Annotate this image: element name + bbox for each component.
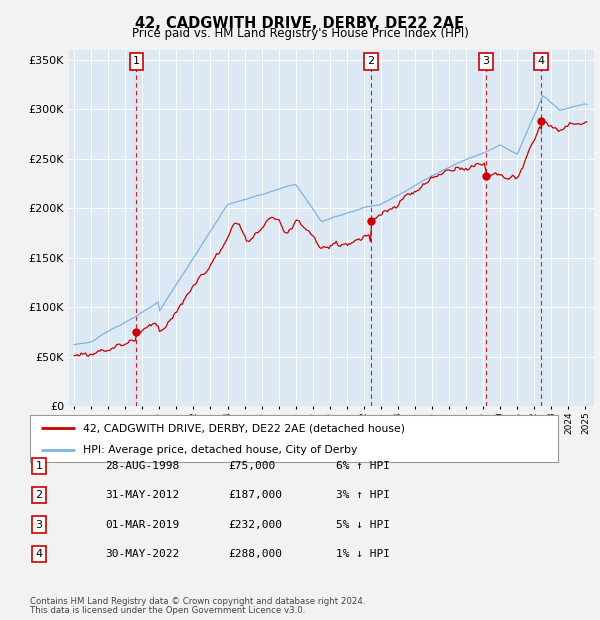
Text: 2: 2 (367, 56, 374, 66)
Text: £232,000: £232,000 (228, 520, 282, 529)
Text: 3: 3 (482, 56, 490, 66)
Text: 2: 2 (35, 490, 43, 500)
Text: 42, CADGWITH DRIVE, DERBY, DE22 2AE: 42, CADGWITH DRIVE, DERBY, DE22 2AE (136, 16, 464, 30)
Text: 5% ↓ HPI: 5% ↓ HPI (336, 520, 390, 529)
Text: Price paid vs. HM Land Registry's House Price Index (HPI): Price paid vs. HM Land Registry's House … (131, 27, 469, 40)
Text: 28-AUG-1998: 28-AUG-1998 (105, 461, 179, 471)
Text: 31-MAY-2012: 31-MAY-2012 (105, 490, 179, 500)
Text: Contains HM Land Registry data © Crown copyright and database right 2024.: Contains HM Land Registry data © Crown c… (30, 597, 365, 606)
Text: 30-MAY-2022: 30-MAY-2022 (105, 549, 179, 559)
Text: 42, CADGWITH DRIVE, DERBY, DE22 2AE (detached house): 42, CADGWITH DRIVE, DERBY, DE22 2AE (det… (83, 423, 405, 433)
Text: 1: 1 (35, 461, 43, 471)
Text: 3% ↑ HPI: 3% ↑ HPI (336, 490, 390, 500)
Text: £187,000: £187,000 (228, 490, 282, 500)
Text: 1% ↓ HPI: 1% ↓ HPI (336, 549, 390, 559)
Text: 6% ↑ HPI: 6% ↑ HPI (336, 461, 390, 471)
Text: 01-MAR-2019: 01-MAR-2019 (105, 520, 179, 529)
Text: £75,000: £75,000 (228, 461, 275, 471)
Text: 1: 1 (133, 56, 140, 66)
Text: 4: 4 (538, 56, 545, 66)
Text: 4: 4 (35, 549, 43, 559)
Text: HPI: Average price, detached house, City of Derby: HPI: Average price, detached house, City… (83, 445, 357, 455)
Text: This data is licensed under the Open Government Licence v3.0.: This data is licensed under the Open Gov… (30, 606, 305, 615)
Text: £288,000: £288,000 (228, 549, 282, 559)
Text: 3: 3 (35, 520, 43, 529)
